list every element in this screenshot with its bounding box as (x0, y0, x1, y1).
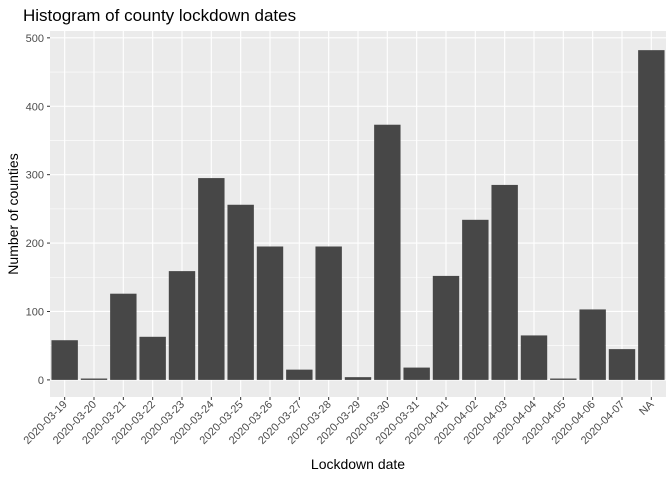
bar (139, 336, 166, 380)
bar (315, 246, 342, 380)
bar (51, 340, 78, 380)
bar (491, 184, 518, 380)
bar (110, 293, 137, 380)
y-tick-label: 0 (38, 375, 44, 387)
y-axis-title: Number of counties (5, 153, 21, 274)
bar (227, 204, 254, 380)
bar (579, 309, 606, 380)
bar (256, 246, 284, 380)
y-tick-label: 200 (26, 238, 44, 250)
grid-lines (50, 31, 666, 397)
bar (462, 219, 489, 380)
y-tick-label: 400 (26, 101, 44, 113)
bar (520, 335, 548, 380)
bar (168, 271, 196, 380)
bars (51, 50, 665, 380)
bar (608, 349, 636, 380)
bar (550, 378, 577, 380)
bar (432, 275, 460, 380)
bar (403, 367, 430, 380)
y-axis: 0 100 200 300 400 500 (26, 33, 50, 387)
bar (198, 178, 225, 380)
x-axis-title: Lockdown date (311, 456, 405, 472)
bar (80, 378, 108, 380)
x-axis: 2020-03-192020-03-202020-03-212020-03-22… (22, 397, 657, 447)
bar (638, 50, 665, 380)
chart-title: Histogram of county lockdown dates (23, 6, 296, 25)
bar (344, 377, 372, 380)
y-tick-label: 300 (26, 170, 44, 182)
bar (374, 124, 401, 380)
y-tick-label: 500 (26, 33, 44, 45)
y-tick-label: 100 (26, 306, 44, 318)
x-tick-label: NA (637, 398, 657, 418)
bar (286, 369, 313, 380)
